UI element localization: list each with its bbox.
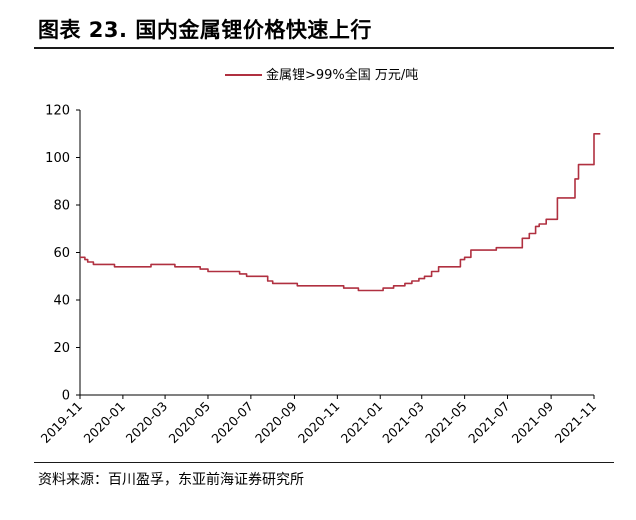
y-tick-label: 100 <box>45 151 70 166</box>
y-tick-label: 0 <box>62 389 70 404</box>
y-tick-label: 20 <box>53 341 70 356</box>
x-tick-label: 2020-03 <box>123 399 171 447</box>
x-tick-label: 2020-07 <box>208 399 256 447</box>
x-tick-label: 2020-11 <box>295 399 343 447</box>
x-tick-label: 2019-11 <box>38 399 86 447</box>
x-tick-label: 2021-01 <box>338 399 386 447</box>
source-divider <box>34 462 614 463</box>
y-axis-ticks: 0 20 40 60 80 100 120 <box>45 104 80 404</box>
page-title: 图表 23. 国内金属锂价格快速上行 <box>38 18 372 42</box>
y-tick-label: 60 <box>53 246 70 261</box>
x-tick-label: 2021-11 <box>552 399 600 447</box>
y-tick-label: 40 <box>53 294 70 309</box>
x-tick-label: 2021-05 <box>422 399 470 447</box>
x-tick-label: 2021-03 <box>379 399 427 447</box>
x-tick-label: 2020-09 <box>252 398 300 446</box>
x-axis-ticks: 2019-112020-012020-032020-052020-072020-… <box>38 395 600 447</box>
chart-legend: 金属锂>99%全国 万元/吨 <box>225 67 418 83</box>
series-line-lithium-price <box>80 133 601 292</box>
title-divider <box>34 47 614 49</box>
chart-axes <box>79 110 594 396</box>
source-note: 资料来源：百川盈孚，东亚前海证券研究所 <box>38 472 304 488</box>
x-tick-label: 2021-09 <box>509 398 557 446</box>
y-tick-label: 120 <box>45 104 70 119</box>
x-tick-label: 2020-01 <box>80 399 128 447</box>
y-tick-label: 80 <box>53 199 70 214</box>
x-tick-label: 2020-05 <box>166 399 214 447</box>
legend-label: 金属锂>99%全国 万元/吨 <box>266 67 418 83</box>
x-tick-label: 2021-07 <box>465 399 513 447</box>
